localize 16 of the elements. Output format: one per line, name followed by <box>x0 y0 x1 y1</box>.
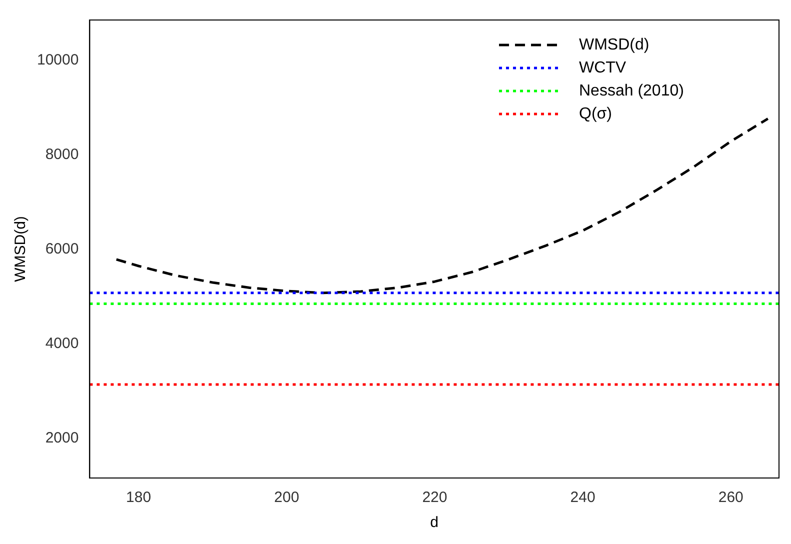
x-tick-label: 260 <box>718 489 744 506</box>
y-tick-label: 4000 <box>45 335 79 352</box>
legend-label: Nessah (2010) <box>579 82 684 100</box>
legend-label: Q(σ) <box>579 105 612 122</box>
x-tick-label: 240 <box>570 489 596 506</box>
y-tick-label: 10000 <box>36 52 79 69</box>
x-tick-label: 220 <box>422 489 448 506</box>
x-tick-label: 200 <box>274 489 300 506</box>
y-axis-title: WMSD(d) <box>12 216 30 282</box>
legend-label: WMSD(d) <box>579 36 650 54</box>
legend-label: WCTV <box>579 59 626 76</box>
x-axis-title: d <box>430 514 439 532</box>
y-tick-label: 6000 <box>45 240 79 258</box>
y-tick-label: 2000 <box>45 429 79 446</box>
y-tick-label: 8000 <box>45 146 79 164</box>
x-tick-label: 180 <box>126 489 152 506</box>
